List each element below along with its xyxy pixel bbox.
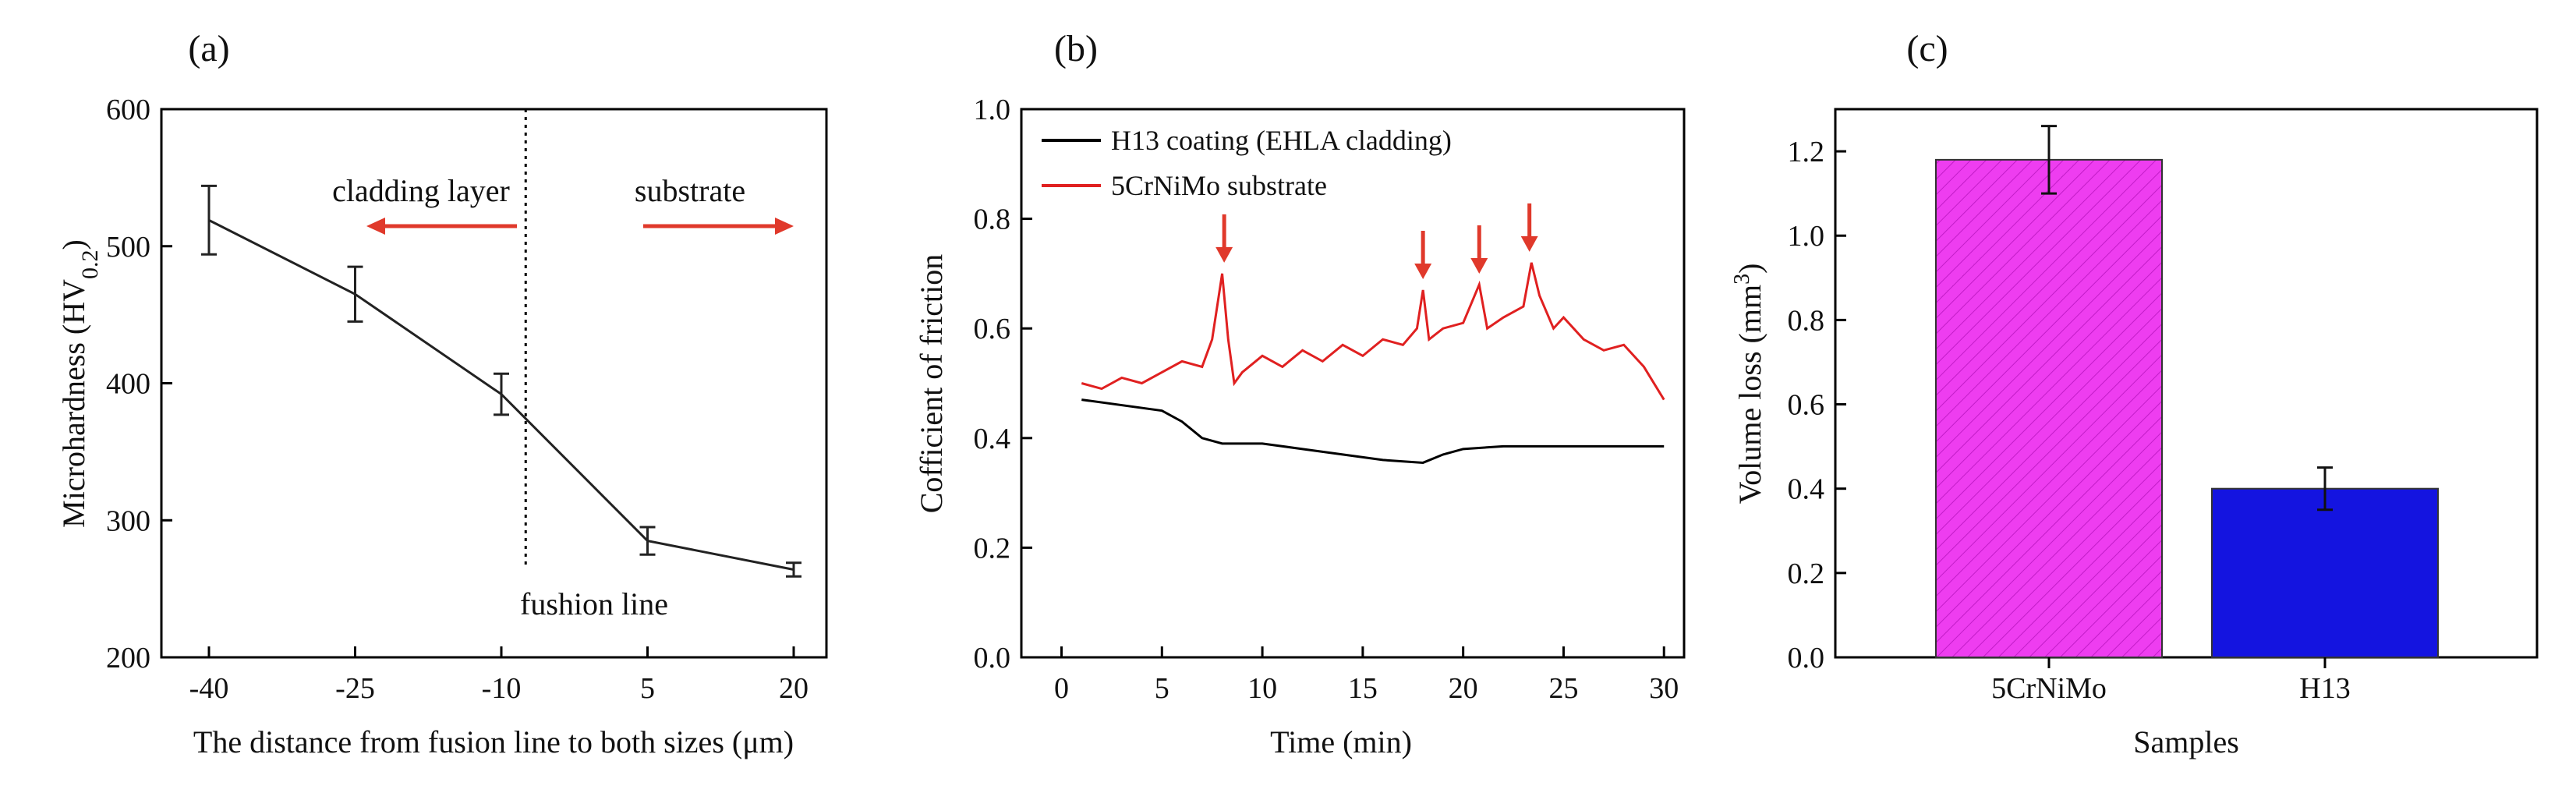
panel-b-y-tick-label: 0.6 [974,313,1011,345]
panel-a-y-tick-label: 200 [106,642,150,674]
panel-b-x-tick-label: 20 [1449,672,1478,705]
panel-b-legend-label-5crnimo: 5CrNiMo substrate [1111,170,1327,201]
panel-b-plot-frame [1020,108,1686,659]
panel-b-y-tick-label: 1.0 [974,94,1011,126]
panel-c-bars: 5CrNiMo H13 [1935,125,2439,705]
panel-b-x-tick-label: 10 [1247,672,1277,705]
panel-a-y-axis-title: Microhardness (HV0.2) [56,239,103,528]
panel-b-y-axis-title: Cofficient of friction [914,254,949,514]
panel-a-annot-fusion: fushion line [520,586,668,621]
panel-b-legend-label-h13: H13 coating (EHLA cladding) [1111,125,1452,156]
panel-c-bar-group: H13 [2211,466,2439,705]
panel-c-y-tick-label: 0.8 [1788,304,1825,337]
panel-b-peak-arrow-head [1414,263,1432,279]
panel-b-peak-arrow-head [1470,257,1488,274]
panel-b-peak-arrows [1215,203,1538,279]
panel-c: (c) 0.0 0.2 0.4 0.6 0.8 1.0 1.2 5CrNiMo H13 Vol… [1730,28,2539,759]
panel-a-y-tick-label: 300 [106,504,150,537]
panel-b-x-axis-title: Time (min) [1270,724,1412,759]
panel-a-arrow-left [366,218,517,235]
panel-b-x-tick-label: 15 [1348,672,1378,705]
panel-b: (b) 0.0 0.2 0.4 0.6 0.8 1.0 0 5 10 15 20 25 30 H13 … [914,28,1686,759]
panel-b-label: (b) [1054,28,1098,69]
panel-c-y-tick-label: 0.6 [1788,389,1825,422]
panel-c-x-tick-label: H13 [2299,672,2350,705]
panel-b-series-5crnimo [1081,262,1665,401]
panel-b-x-tick-label: 5 [1155,672,1169,705]
panel-c-y-axis-title: Volume loss (mm3) [1730,264,1768,504]
panel-a-annot-substrate: substrate [635,173,745,208]
panel-a-y-tick-label: 400 [106,368,150,401]
panel-c-y-tick-label: 0.4 [1788,473,1825,506]
panel-a-error-bars [201,184,801,578]
panel-b-series-h13 [1081,398,1665,464]
panel-a-error-bar [786,561,801,578]
panel-b-x-ticks: 0 5 10 15 20 25 30 [1054,646,1679,705]
panel-c-label: (c) [1906,28,1948,69]
panel-b-peak-arrow [1520,203,1538,252]
panel-b-y-ticks: 0.0 0.2 0.4 0.6 0.8 1.0 [974,94,1032,674]
panel-a-x-tick-label: -40 [189,672,229,705]
panel-a-error-bar [639,526,656,556]
panel-b-legend: H13 coating (EHLA cladding) 5CrNiMo subs… [1042,125,1452,201]
panel-c-plot-frame [1834,108,2539,659]
panel-c-bar-group: 5CrNiMo [1935,125,2163,705]
panel-b-y-tick-label: 0.8 [974,204,1011,236]
panel-a-x-tick-label: -25 [335,672,375,705]
panel-a-x-axis-title: The distance from fusion line to both si… [193,724,794,759]
panel-b-peak-arrow-head [1215,246,1233,263]
panel-a-error-bar [201,184,217,256]
panel-c-bar [1935,158,2163,658]
panel-b-peak-arrow [1215,214,1233,263]
panel-b-x-tick-label: 0 [1054,672,1069,705]
panel-c-x-tick-label: 5CrNiMo [1991,672,2107,705]
panel-b-peak-arrow [1470,225,1488,274]
panel-b-y-tick-label: 0.4 [974,423,1011,455]
panel-c-y-tick-label: 0.2 [1788,558,1825,590]
panel-c-y-tick-label: 1.0 [1788,220,1825,253]
panel-a-annot-cladding: cladding layer [332,173,510,208]
panel-b-x-tick-label: 25 [1548,672,1578,705]
panel-b-peak-arrow [1414,230,1432,279]
panel-b-y-tick-label: 0.0 [974,642,1011,674]
panel-c-y-tick-label: 1.2 [1788,136,1825,168]
panel-a: (a) 200 300 400 500 600 -40 -25 -10 5 20 claddin… [56,28,828,759]
panel-b-peak-arrow-head [1520,235,1538,252]
panel-a-y-tick-label: 500 [106,231,150,264]
panel-a-error-bar [347,265,363,323]
panel-a-x-tick-label: 20 [779,672,809,705]
panel-a-y-tick-label: 600 [106,94,150,126]
panel-a-y-ticks: 200 300 400 500 600 [106,94,172,674]
panel-a-x-tick-label: 5 [640,672,655,705]
panel-a-x-tick-label: -10 [482,672,522,705]
panel-a-label: (a) [188,28,229,69]
panel-c-bar [2211,487,2439,659]
panel-a-arrow-right [643,218,794,235]
panel-b-x-tick-label: 30 [1649,672,1679,705]
panel-a-error-bar [494,372,509,416]
panel-c-y-ticks: 0.0 0.2 0.4 0.6 0.8 1.0 1.2 [1788,136,1846,674]
panel-c-x-axis-title: Samples [2133,724,2239,759]
panel-b-y-tick-label: 0.2 [974,532,1011,565]
panel-c-y-tick-label: 0.0 [1788,642,1825,674]
panel-a-x-ticks: -40 -25 -10 5 20 [189,646,809,705]
